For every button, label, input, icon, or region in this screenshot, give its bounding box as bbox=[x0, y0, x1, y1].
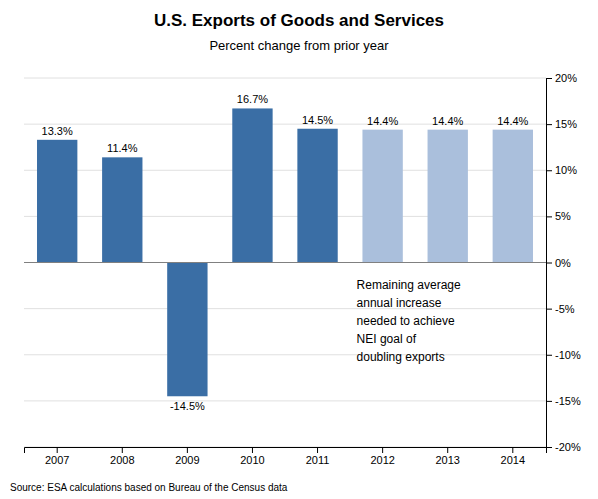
x-tick-label: 2012 bbox=[370, 454, 394, 466]
grid-line bbox=[24, 308, 546, 309]
y-tick-mark bbox=[546, 401, 552, 402]
y-tick: -10% bbox=[546, 349, 581, 361]
data-label: 11.4% bbox=[107, 142, 138, 154]
x-tick-mark bbox=[447, 447, 448, 453]
y-tick-label: -20% bbox=[555, 441, 581, 453]
data-labels: 13.3% 11.4% -14.5% 16.7% 14.5% 14.4% 14.4% 14.4… bbox=[42, 93, 529, 412]
annotation-line: doubling exports bbox=[357, 350, 445, 364]
y-axis: -20% -15% -10% -5% 0% 5% 10% 15% 20% bbox=[546, 72, 581, 453]
x-tick: 2009 bbox=[175, 447, 199, 466]
zero-line bbox=[24, 262, 546, 263]
x-tick-label: 2008 bbox=[110, 454, 134, 466]
annotation-line: Remaining average bbox=[357, 278, 461, 292]
data-label: 13.3% bbox=[42, 125, 73, 137]
grid-line bbox=[24, 400, 546, 401]
x-tick-mark bbox=[382, 447, 383, 453]
grid bbox=[24, 78, 546, 447]
grid-line bbox=[24, 124, 546, 125]
y-tick: -20% bbox=[546, 441, 581, 453]
chart-svg: U.S. Exports of Goods and Services Percen… bbox=[0, 0, 598, 499]
y-tick-mark bbox=[546, 309, 552, 310]
y-tick-mark bbox=[546, 216, 552, 217]
data-label: 16.7% bbox=[237, 93, 268, 105]
y-tick: 15% bbox=[546, 118, 577, 130]
bar bbox=[232, 108, 272, 262]
y-tick: 10% bbox=[546, 164, 577, 176]
bar bbox=[102, 157, 142, 262]
x-axis: 2007 2008 2009 2010 2011 2012 2013 2014 bbox=[25, 447, 547, 466]
y-tick-label: -15% bbox=[555, 395, 581, 407]
grid-line bbox=[24, 262, 546, 263]
y-axis-line bbox=[547, 79, 553, 448]
bars bbox=[37, 108, 533, 396]
x-axis-line bbox=[25, 448, 547, 454]
data-label: 14.5% bbox=[302, 114, 333, 126]
x-tick-label: 2007 bbox=[45, 454, 69, 466]
x-tick-mark bbox=[57, 447, 58, 453]
y-tick-mark bbox=[546, 78, 552, 79]
annotation-line: needed to achieve bbox=[357, 314, 455, 328]
y-tick-label: 10% bbox=[555, 164, 577, 176]
y-tick-mark bbox=[546, 355, 552, 356]
data-label: 14.4% bbox=[497, 115, 528, 127]
x-tick-mark bbox=[512, 447, 513, 453]
subtitle: Percent change from prior year bbox=[209, 38, 389, 53]
x-tick-mark bbox=[252, 447, 253, 453]
x-tick-mark bbox=[122, 447, 123, 453]
x-tick-label: 2011 bbox=[306, 454, 330, 466]
x-tick: 2007 bbox=[45, 447, 69, 466]
x-tick: 2014 bbox=[501, 447, 525, 466]
bar bbox=[362, 130, 402, 263]
y-tick-label: -5% bbox=[555, 303, 575, 315]
source: Source: ESA calculations based on Bureau… bbox=[10, 482, 288, 493]
annotation-line: annual increase bbox=[357, 296, 442, 310]
x-tick-label: 2013 bbox=[435, 454, 459, 466]
x-tick-label: 2009 bbox=[175, 454, 199, 466]
x-tick-label: 2010 bbox=[240, 454, 264, 466]
x-tick: 2008 bbox=[110, 447, 134, 466]
x-tick: 2012 bbox=[370, 447, 394, 466]
bar bbox=[428, 130, 468, 263]
data-label: 14.4% bbox=[367, 115, 398, 127]
y-tick: 20% bbox=[546, 72, 577, 84]
plot: -20% -15% -10% -5% 0% 5% 10% 15% 20% 2007 2008 2009… bbox=[24, 72, 581, 466]
y-tick: 5% bbox=[546, 210, 571, 222]
data-label: 14.4% bbox=[432, 115, 463, 127]
data-label: -14.5% bbox=[170, 400, 205, 412]
bar bbox=[493, 130, 533, 263]
y-tick-label: -10% bbox=[555, 349, 581, 361]
y-tick: -5% bbox=[546, 303, 575, 315]
bar bbox=[167, 263, 207, 397]
x-tick-label: 2014 bbox=[501, 454, 525, 466]
annotation-line: NEI goal of bbox=[357, 332, 417, 346]
bar bbox=[297, 129, 337, 263]
bar bbox=[37, 140, 77, 263]
x-tick-mark bbox=[317, 447, 318, 453]
y-tick: -15% bbox=[546, 395, 581, 407]
y-tick-label: 15% bbox=[555, 118, 577, 130]
grid-line bbox=[24, 354, 546, 355]
annotation: Remaining average annual increase needed t… bbox=[357, 278, 461, 364]
y-tick-label: 0% bbox=[555, 257, 571, 269]
y-tick-mark bbox=[546, 124, 552, 125]
y-tick-label: 5% bbox=[555, 210, 571, 222]
x-tick: 2011 bbox=[306, 447, 330, 466]
y-tick-label: 20% bbox=[555, 72, 577, 84]
title: U.S. Exports of Goods and Services bbox=[154, 11, 444, 30]
x-tick: 2010 bbox=[240, 447, 264, 466]
y-tick: 0% bbox=[546, 257, 571, 269]
y-tick-mark bbox=[546, 263, 552, 264]
grid-line bbox=[24, 78, 546, 79]
y-tick-mark bbox=[546, 170, 552, 171]
x-tick-mark bbox=[187, 447, 188, 453]
x-tick: 2013 bbox=[435, 447, 459, 466]
